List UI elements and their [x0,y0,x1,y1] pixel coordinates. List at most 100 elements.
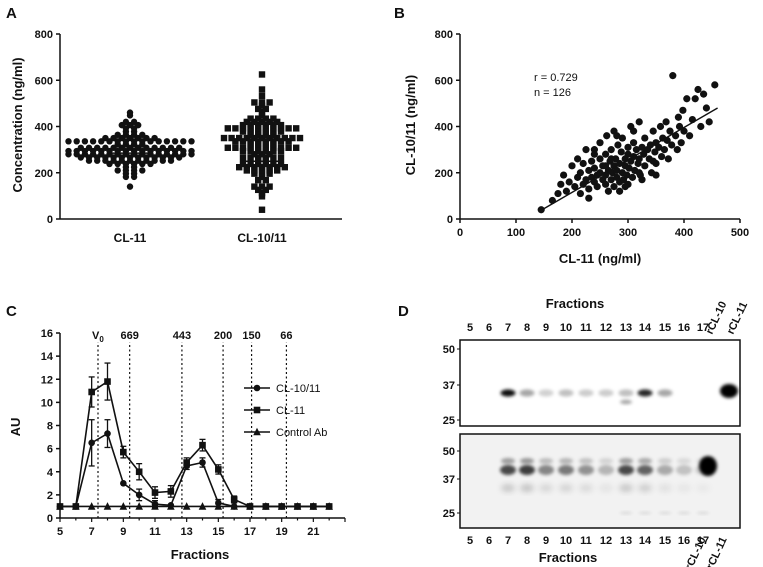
panel-a-point [258,99,266,106]
panel-a-ytick-label: 400 [35,122,53,134]
panel-b-point [617,148,625,156]
panel-a-point [258,86,266,93]
panel-d-lane-top-label: 13 [620,322,632,334]
panel-a-point [285,138,292,145]
panel-c-ytick-label: 6 [47,444,53,456]
panel-b-point [554,189,562,198]
panel-b-xtick-label: 400 [675,227,693,239]
panel-c-ytick-label: 12 [41,374,53,386]
panel-b-r-label: r = 0.729 [534,72,578,84]
panel-d-bottom-smear [619,484,633,492]
panel-a-point [247,141,254,148]
panel-b-point [602,162,610,170]
panel-c-point [104,430,111,437]
panel-a-point [266,170,273,177]
panel-b-point [624,143,632,151]
panel-a-point [159,144,166,151]
panel-b-point [686,132,694,140]
panel-a-point [270,160,277,168]
panel-d-bottom-band-upper [501,458,515,464]
panel-a-point [151,144,158,151]
panel-c-mw-label: 66 [280,330,292,342]
panel-a-point [151,134,158,142]
panel-b-point [562,187,571,195]
panel-a-point [258,164,266,171]
panel-a-point [163,138,171,145]
panel-b-point [610,183,618,191]
panel-a-point [239,125,247,132]
panel-b-point [588,157,596,165]
panel-a-point [258,206,266,213]
panel-b-xlabel: CL-11 (ng/ml) [559,251,641,266]
panel-b-point [669,72,677,80]
panel-a-point [239,128,247,135]
panel-a-point [255,154,262,161]
panel-d-mw-top-label: 25 [443,415,455,427]
panel-b-point [658,152,666,161]
panel-c-point [120,480,127,487]
panel-a-point [266,151,273,158]
panel-c-xlabel: Fractions [171,547,230,562]
panel-d-mw-bottom-label: 50 [443,446,455,458]
panel-d-lane-bottom-label: 5 [467,535,473,547]
panel-d-bottom-band-upper [619,458,633,464]
panel-d-bottom-smear [559,484,573,492]
panel-d-bottom-band-rcl10 [699,456,717,476]
panel-b-point [602,150,610,158]
panel-c-point [135,468,143,476]
panel-d-bottom-band [676,465,692,475]
panel-b-ytick-label: 0 [447,214,453,226]
panel-b-point [635,155,643,163]
panel-d-top-blot [459,339,741,427]
panel-b-point [623,171,631,179]
panel-letter-a: A [6,5,17,22]
panel-a-point [247,128,254,135]
panel-d-lane-top-label: 12 [600,322,612,334]
panel-c-xtick-label: 9 [120,526,126,538]
panel-a-ytick-label: 0 [47,214,53,226]
panel-d-lane-top-label: 6 [486,322,492,334]
panel-a-point [73,138,80,145]
panel-b-point [596,139,604,147]
panel-a-point [293,125,300,132]
panel-a-point [102,144,109,151]
panel-b-point [691,95,699,103]
panel-d-bottom-faint-25 [697,511,709,515]
panel-a-point [258,108,266,116]
panel-c-point [183,459,190,466]
panel-a-point [270,128,277,135]
panel-a-point [270,141,277,148]
panel-a-point [277,125,285,132]
panel-a-point [293,144,300,151]
panel-b-point [624,150,632,158]
panel-b-point [660,146,669,154]
panel-c-mw-label: 443 [173,330,191,342]
panel-c-ylabel: AU [8,418,23,437]
panel-b-chart: CL-10/11 (ng/ml) CL-11 (ng/ml) r = 0.729… [403,29,749,266]
panel-a-point [94,144,101,151]
panel-b-point [664,155,672,163]
panel-a-category-cl11: CL-11 [114,231,147,245]
panel-a-point [239,144,247,151]
panel-b-point [700,90,708,98]
panel-c-point [120,448,127,456]
panel-d-bottom-band [618,465,634,475]
panel-b-point [702,104,711,112]
panel-d-bottom-band [637,465,653,475]
panel-a-point [243,118,250,126]
panel-c-point [119,502,128,510]
panel-d-top-band [558,389,574,397]
panel-a-point [255,128,262,135]
panel-d-top-band-rcl11 [720,384,738,398]
panel-a-point [255,131,262,139]
panel-a-point [130,118,138,126]
panel-d-mw-bottom-label: 37 [443,474,455,486]
panel-b-point [641,134,649,142]
panel-d-bottom-band [558,465,574,475]
panel-d-bottom-band [578,465,594,475]
panel-a-point [258,183,266,190]
panel-b-point [614,141,622,149]
panel-letter-c: C [6,303,17,320]
panel-c-ytick-label: 0 [47,513,53,525]
panel-d-bottom-band [500,465,516,475]
